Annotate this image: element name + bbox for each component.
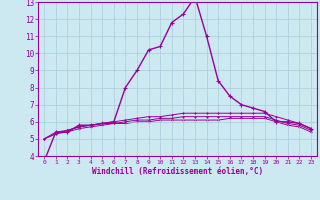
X-axis label: Windchill (Refroidissement éolien,°C): Windchill (Refroidissement éolien,°C) bbox=[92, 167, 263, 176]
